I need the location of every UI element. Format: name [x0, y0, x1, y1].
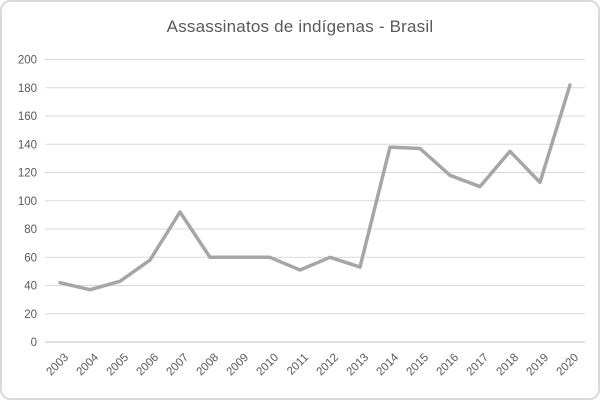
x-tick-label: 2013 [345, 352, 372, 379]
x-tick-label: 2015 [405, 352, 432, 379]
x-tick-label: 2008 [195, 352, 222, 379]
y-tick-label: 60 [24, 252, 37, 264]
x-tick-label: 2009 [225, 352, 252, 379]
y-tick-label: 40 [24, 281, 37, 293]
x-tick-label: 2020 [555, 352, 582, 379]
y-tick-label: 100 [18, 196, 37, 208]
x-tick-label: 2004 [75, 351, 102, 378]
x-tick-label: 2010 [255, 352, 282, 379]
x-tick-label: 2007 [165, 352, 192, 379]
chart-title: Assassinatos de indígenas - Brasil [166, 17, 434, 36]
y-tick-label: 140 [18, 139, 37, 151]
y-tick-label: 160 [18, 111, 37, 123]
y-tick-label: 20 [24, 309, 37, 321]
x-tick-label: 2017 [465, 352, 492, 379]
x-tick-label: 2016 [435, 352, 462, 379]
y-tick-label: 80 [24, 224, 37, 236]
x-tick-label: 2012 [315, 352, 342, 379]
y-tick-label: 120 [18, 168, 37, 180]
x-tick-label: 2003 [45, 352, 72, 379]
y-tick-label: 0 [31, 337, 37, 349]
x-tick-label: 2011 [285, 352, 311, 378]
x-tick-label: 2005 [105, 352, 132, 379]
x-tick-label: 2018 [495, 352, 522, 379]
x-tick-label: 2019 [525, 352, 552, 379]
x-tick-label: 2006 [135, 352, 162, 379]
y-tick-label: 200 [18, 55, 37, 67]
x-tick-label: 2014 [375, 351, 402, 378]
y-tick-label: 180 [18, 83, 37, 95]
series-line [58, 83, 572, 292]
